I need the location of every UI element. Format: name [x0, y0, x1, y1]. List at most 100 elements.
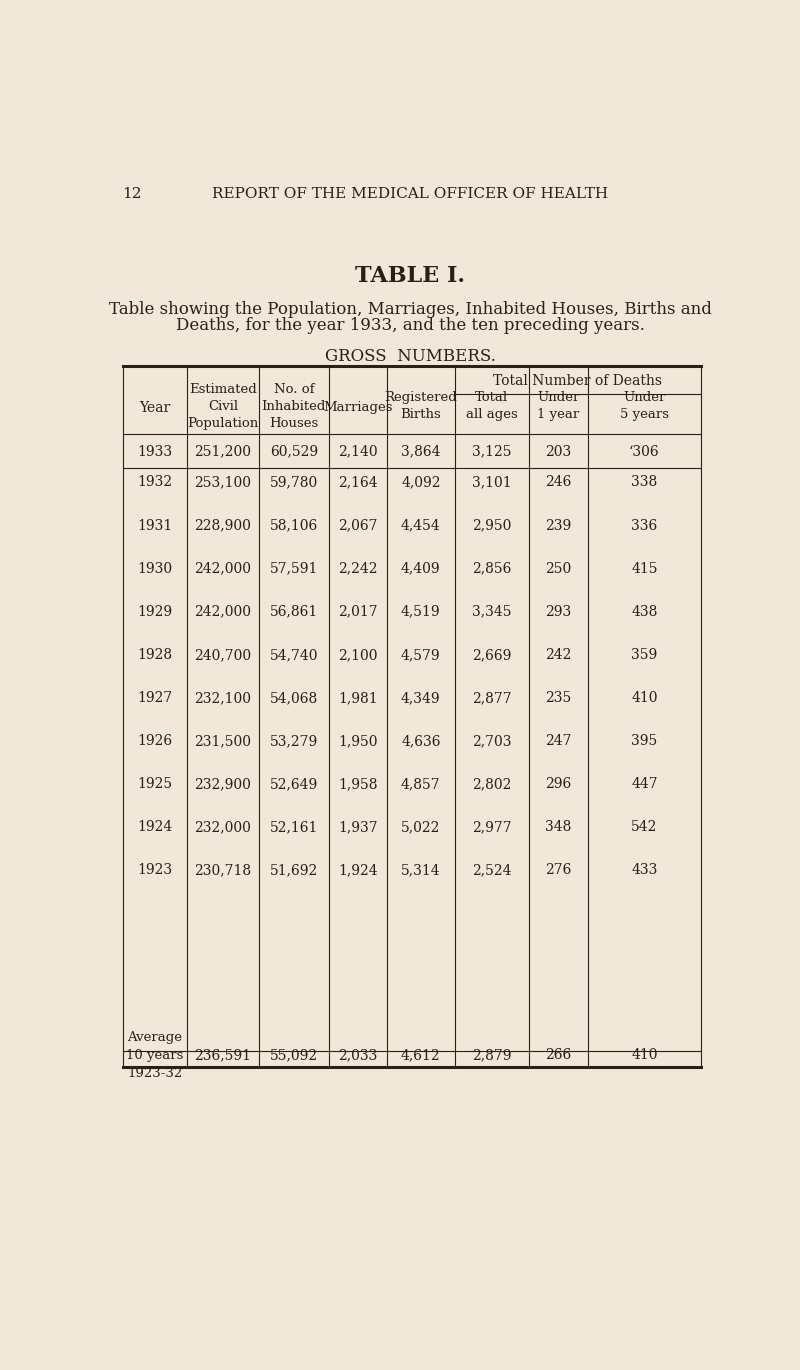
Text: 232,000: 232,000 [194, 821, 251, 834]
Text: 1924: 1924 [138, 821, 173, 834]
Text: Year: Year [139, 400, 170, 415]
Text: Under
1 year: Under 1 year [538, 392, 579, 421]
Text: 55,092: 55,092 [270, 1048, 318, 1062]
Text: 242: 242 [546, 648, 571, 662]
Text: 1,924: 1,924 [338, 863, 378, 878]
Text: 348: 348 [546, 821, 571, 834]
Text: GROSS  NUMBERS.: GROSS NUMBERS. [325, 348, 495, 364]
Text: 2,703: 2,703 [472, 734, 511, 748]
Text: 54,068: 54,068 [270, 690, 318, 706]
Text: 359: 359 [631, 648, 658, 662]
Text: 4,857: 4,857 [401, 777, 441, 792]
Text: 4,409: 4,409 [401, 562, 441, 575]
Text: 3,101: 3,101 [472, 475, 511, 489]
Text: 5,022: 5,022 [401, 821, 441, 834]
Text: 338: 338 [631, 475, 658, 489]
Text: 52,161: 52,161 [270, 821, 318, 834]
Text: 53,279: 53,279 [270, 734, 318, 748]
Text: 1930: 1930 [138, 562, 173, 575]
Text: 2,950: 2,950 [472, 518, 511, 533]
Text: 2,877: 2,877 [472, 690, 511, 706]
Text: 438: 438 [631, 604, 658, 619]
Text: 1925: 1925 [138, 777, 173, 792]
Text: 266: 266 [546, 1048, 571, 1062]
Text: 2,856: 2,856 [472, 562, 511, 575]
Text: 228,900: 228,900 [194, 518, 251, 533]
Text: 3,125: 3,125 [472, 445, 511, 459]
Text: 236,591: 236,591 [194, 1048, 251, 1062]
Text: Marriages: Marriages [323, 401, 393, 414]
Text: Total
all ages: Total all ages [466, 392, 518, 421]
Text: 4,092: 4,092 [401, 475, 441, 489]
Text: 1,981: 1,981 [338, 690, 378, 706]
Text: 253,100: 253,100 [194, 475, 251, 489]
Text: 203: 203 [546, 445, 571, 459]
Text: 240,700: 240,700 [194, 648, 251, 662]
Text: Average
10 years
1923-32: Average 10 years 1923-32 [126, 1030, 184, 1080]
Text: 336: 336 [631, 518, 658, 533]
Text: 2,017: 2,017 [338, 604, 378, 619]
Text: 231,500: 231,500 [194, 734, 251, 748]
Text: 415: 415 [631, 562, 658, 575]
Text: 54,740: 54,740 [270, 648, 318, 662]
Text: 4,579: 4,579 [401, 648, 441, 662]
Text: 56,861: 56,861 [270, 604, 318, 619]
Text: 2,164: 2,164 [338, 475, 378, 489]
Text: 58,106: 58,106 [270, 518, 318, 533]
Text: 4,612: 4,612 [401, 1048, 441, 1062]
Text: 2,067: 2,067 [338, 518, 378, 533]
Text: 1932: 1932 [138, 475, 173, 489]
Text: 51,692: 51,692 [270, 863, 318, 878]
Text: 3,864: 3,864 [401, 445, 441, 459]
Text: 232,100: 232,100 [194, 690, 251, 706]
Text: 1933: 1933 [138, 445, 173, 459]
Text: ‘306: ‘306 [629, 445, 660, 459]
Text: 250: 250 [546, 562, 571, 575]
Text: 5,314: 5,314 [401, 863, 441, 878]
Text: 2,977: 2,977 [472, 821, 511, 834]
Text: No. of
Inhabited
Houses: No. of Inhabited Houses [262, 382, 326, 430]
Text: 235: 235 [546, 690, 571, 706]
Text: 2,879: 2,879 [472, 1048, 511, 1062]
Text: 2,033: 2,033 [338, 1048, 378, 1062]
Text: 246: 246 [546, 475, 571, 489]
Text: 447: 447 [631, 777, 658, 792]
Text: 2,802: 2,802 [472, 777, 511, 792]
Text: 2,524: 2,524 [472, 863, 511, 878]
Text: Deaths, for the year 1933, and the ten preceding years.: Deaths, for the year 1933, and the ten p… [175, 316, 645, 334]
Text: REPORT OF THE MEDICAL OFFICER OF HEALTH: REPORT OF THE MEDICAL OFFICER OF HEALTH [212, 188, 608, 201]
Text: Estimated
Civil
Population: Estimated Civil Population [187, 382, 258, 430]
Text: 542: 542 [631, 821, 658, 834]
Text: 4,636: 4,636 [401, 734, 441, 748]
Text: 59,780: 59,780 [270, 475, 318, 489]
Text: 1927: 1927 [138, 690, 173, 706]
Text: 230,718: 230,718 [194, 863, 251, 878]
Text: 296: 296 [546, 777, 571, 792]
Text: 410: 410 [631, 690, 658, 706]
Text: 1928: 1928 [138, 648, 173, 662]
Text: 1,937: 1,937 [338, 821, 378, 834]
Text: 242,000: 242,000 [194, 604, 251, 619]
Text: Total Number of Deaths: Total Number of Deaths [494, 374, 662, 388]
Text: 3,345: 3,345 [472, 604, 511, 619]
Text: 4,519: 4,519 [401, 604, 441, 619]
Text: Under
5 years: Under 5 years [620, 392, 669, 421]
Text: 239: 239 [546, 518, 571, 533]
Text: 4,349: 4,349 [401, 690, 441, 706]
Text: 2,140: 2,140 [338, 445, 378, 459]
Text: 251,200: 251,200 [194, 445, 251, 459]
Text: 293: 293 [546, 604, 571, 619]
Text: 2,100: 2,100 [338, 648, 378, 662]
Text: 276: 276 [546, 863, 571, 878]
Text: 1926: 1926 [138, 734, 173, 748]
Text: 1931: 1931 [138, 518, 173, 533]
Text: 1929: 1929 [138, 604, 173, 619]
Text: 60,529: 60,529 [270, 445, 318, 459]
Text: 1,950: 1,950 [338, 734, 378, 748]
Text: 4,454: 4,454 [401, 518, 441, 533]
Text: TABLE I.: TABLE I. [355, 264, 465, 286]
Text: 242,000: 242,000 [194, 562, 251, 575]
Text: 433: 433 [631, 863, 658, 878]
Text: 410: 410 [631, 1048, 658, 1062]
Text: 232,900: 232,900 [194, 777, 251, 792]
